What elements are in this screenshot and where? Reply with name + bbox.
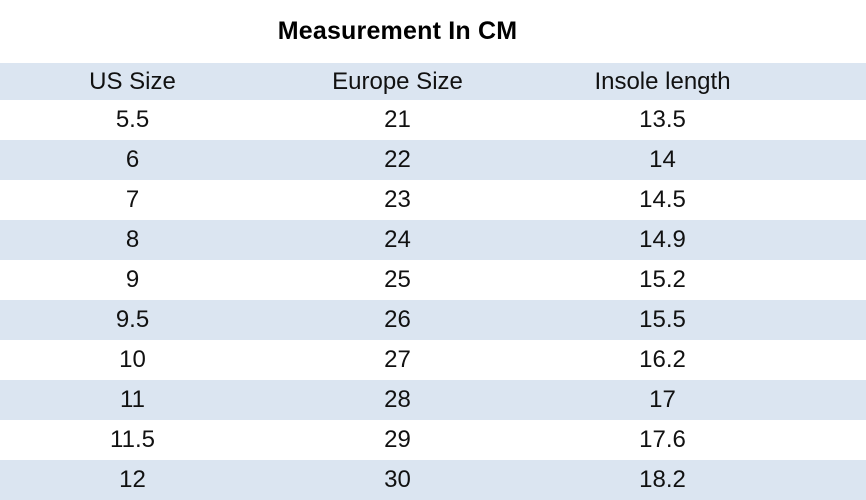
table-cell: 23 [384, 186, 411, 213]
table-cell: 14.5 [639, 186, 686, 213]
table-cell: 28 [384, 386, 411, 413]
table-cell: 29 [384, 426, 411, 453]
table-cell: 15.2 [639, 266, 686, 293]
table-cell: 5.5 [115, 106, 150, 133]
table-cell: 10 [119, 346, 146, 373]
table-row: 9 25 15.2 [0, 260, 866, 300]
table-cell: 25 [384, 266, 411, 293]
table-cell: 15.5 [639, 306, 686, 333]
table-cell: 13.5 [639, 106, 686, 133]
column-header: Europe Size [332, 67, 463, 95]
table-cell: 21 [384, 106, 411, 133]
table-cell: 30 [384, 466, 411, 493]
title-bar: Measurement In CM [0, 0, 866, 63]
table-header-row: US Size Europe Size Insole length [0, 63, 866, 100]
table-cell: 22 [384, 146, 411, 173]
table-cell: 17.6 [639, 426, 686, 453]
table-cell: 9.5 [115, 306, 150, 333]
table-row: 5.5 21 13.5 [0, 100, 866, 140]
table-cell: 18.2 [639, 466, 686, 493]
table-cell: 6 [125, 146, 140, 173]
table-cell: 27 [384, 346, 411, 373]
table-row: 7 23 14.5 [0, 180, 866, 220]
table-cell: 14 [649, 146, 676, 173]
table-cell: 11.5 [110, 426, 155, 453]
table-cell: 12 [119, 466, 146, 493]
table-cell: 26 [384, 306, 411, 333]
table-row: 12 30 18.2 [0, 460, 866, 500]
column-header: US Size [89, 67, 176, 95]
table-row: 10 27 16.2 [0, 340, 866, 380]
table-cell: 8 [125, 226, 140, 253]
table-row: 8 24 14.9 [0, 220, 866, 260]
table-body: 5.5 21 13.5 6 22 14 7 23 14.5 8 24 14.9 9 25 15.2 9.5 26… [0, 100, 866, 500]
table-cell: 17 [649, 386, 676, 413]
table-cell: 7 [125, 186, 140, 213]
table-cell: 16.2 [639, 346, 686, 373]
table-cell: 14.9 [639, 226, 686, 253]
table-cell: 11 [120, 386, 145, 413]
table-row: 9.5 26 15.5 [0, 300, 866, 340]
table-cell: 24 [384, 226, 411, 253]
column-header: Insole length [594, 67, 731, 95]
table-cell: 9 [125, 266, 140, 293]
table-row: 11 28 17 [0, 380, 866, 420]
table-row: 6 22 14 [0, 140, 866, 180]
table-row: 11.5 29 17.6 [0, 420, 866, 460]
page-title: Measurement In CM [277, 17, 518, 45]
